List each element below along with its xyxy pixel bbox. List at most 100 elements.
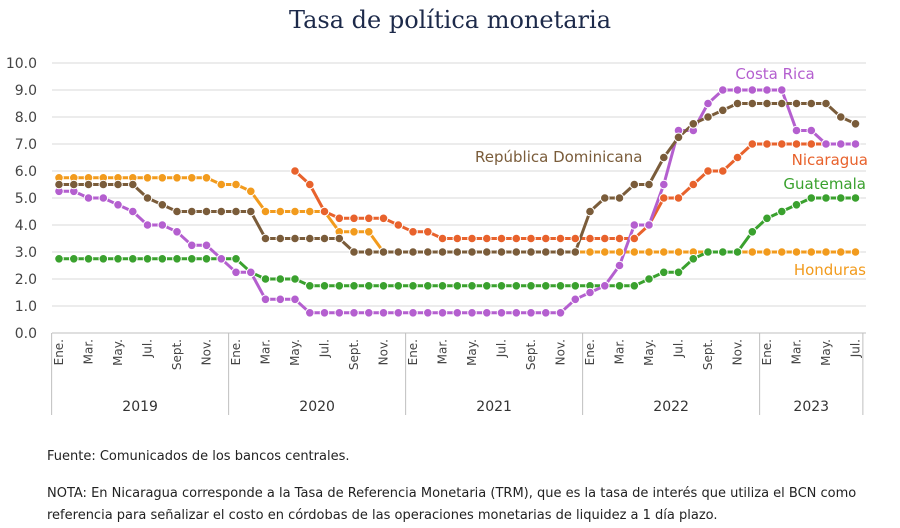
- data-point: [437, 233, 448, 244]
- data-point: [777, 85, 787, 95]
- data-point: [54, 253, 64, 264]
- data-point: [541, 247, 551, 257]
- data-point: [290, 166, 300, 176]
- data-point: [467, 308, 477, 318]
- data-point: [806, 193, 817, 203]
- data-point: [526, 308, 536, 318]
- data-point: [378, 247, 389, 257]
- data-point: [349, 247, 359, 257]
- data-point: [732, 247, 743, 257]
- data-point: [585, 233, 595, 244]
- data-point: [482, 281, 492, 291]
- data-point: [157, 173, 168, 183]
- y-tick-label: 6.0: [15, 164, 37, 180]
- data-point: [659, 247, 669, 257]
- y-tick-label: 1.0: [15, 299, 37, 315]
- data-point: [806, 247, 817, 257]
- data-point: [290, 274, 300, 284]
- x-tick-label: Jul.: [495, 339, 509, 358]
- data-point: [423, 227, 433, 237]
- data-point: [777, 139, 787, 149]
- data-point: [364, 213, 374, 224]
- data-point: [732, 85, 743, 95]
- chart-axes: 0.0 1.0 2.0 3.0 4.0 5.0 6.0 7.0 8.0 9.0 10.0 Ene. Ma…: [6, 56, 866, 415]
- data-point: [260, 274, 271, 284]
- data-point: [821, 139, 831, 149]
- data-point: [732, 98, 743, 109]
- data-point: [157, 253, 168, 264]
- series-label: Costa Rica: [735, 65, 814, 83]
- data-point: [629, 281, 640, 291]
- data-point: [673, 267, 684, 278]
- data-point: [747, 139, 758, 149]
- data-point: [319, 281, 330, 291]
- data-point: [393, 220, 404, 230]
- source-note: Fuente: Comunicados de los bancos centra…: [47, 449, 350, 464]
- data-point: [659, 267, 669, 278]
- data-point: [644, 247, 654, 257]
- data-point: [570, 247, 581, 257]
- data-point: [54, 179, 64, 190]
- x-tick-label: Jul.: [141, 339, 155, 358]
- data-point: [128, 206, 138, 217]
- data-point: [629, 247, 640, 257]
- data-point: [482, 247, 492, 257]
- x-tick-label: Jul.: [849, 339, 863, 358]
- year-label: 2022: [653, 399, 689, 415]
- chart-title: Tasa de política monetaria: [288, 6, 612, 34]
- data-point: [113, 179, 123, 190]
- data-point: [718, 105, 728, 116]
- data-point: [452, 233, 463, 244]
- data-point: [585, 247, 595, 257]
- data-point: [305, 179, 315, 190]
- data-point: [364, 247, 374, 257]
- data-point: [246, 206, 256, 217]
- data-point: [570, 294, 581, 305]
- data-point: [555, 233, 566, 244]
- data-point: [334, 233, 345, 244]
- y-tick-label: 2.0: [15, 272, 37, 288]
- data-point: [467, 247, 477, 257]
- data-point: [408, 281, 418, 291]
- data-point: [496, 281, 507, 291]
- data-point: [231, 267, 241, 278]
- data-point: [511, 281, 522, 291]
- data-point: [600, 247, 610, 257]
- data-point: [821, 98, 831, 109]
- data-point: [614, 233, 625, 244]
- data-point: [526, 281, 536, 291]
- data-point: [614, 281, 625, 291]
- data-point: [673, 193, 684, 203]
- data-point: [378, 308, 389, 318]
- data-point: [659, 179, 669, 190]
- data-point: [408, 308, 418, 318]
- x-tick-label: Nov.: [200, 339, 214, 365]
- data-point: [718, 247, 728, 257]
- data-point: [703, 98, 713, 109]
- data-point: [452, 281, 463, 291]
- data-point: [260, 233, 271, 244]
- data-point: [688, 253, 699, 264]
- data-point: [585, 287, 595, 298]
- data-point: [850, 139, 861, 149]
- data-point: [747, 247, 758, 257]
- series-labels: Costa Rica República Dominicana Nicaragua G…: [475, 65, 868, 279]
- data-point: [511, 247, 522, 257]
- x-tick-label: Sept.: [524, 339, 538, 370]
- data-point: [688, 119, 699, 129]
- data-point: [437, 247, 448, 257]
- data-point: [423, 247, 433, 257]
- y-tick-label: 4.0: [15, 218, 37, 234]
- line-chart: 0.0 1.0 2.0 3.0 4.0 5.0 6.0 7.0 8.0 9.0 10.0 Ene. Ma…: [6, 56, 868, 415]
- data-point: [777, 247, 787, 257]
- data-point: [142, 173, 153, 183]
- data-point: [142, 193, 153, 203]
- data-point: [614, 193, 625, 203]
- series-label: Nicaragua: [792, 151, 868, 169]
- data-point: [791, 98, 802, 109]
- data-point: [393, 247, 404, 257]
- x-tick-label: Sept.: [701, 339, 715, 370]
- data-point: [423, 281, 433, 291]
- data-point: [305, 206, 315, 217]
- data-point: [718, 166, 728, 176]
